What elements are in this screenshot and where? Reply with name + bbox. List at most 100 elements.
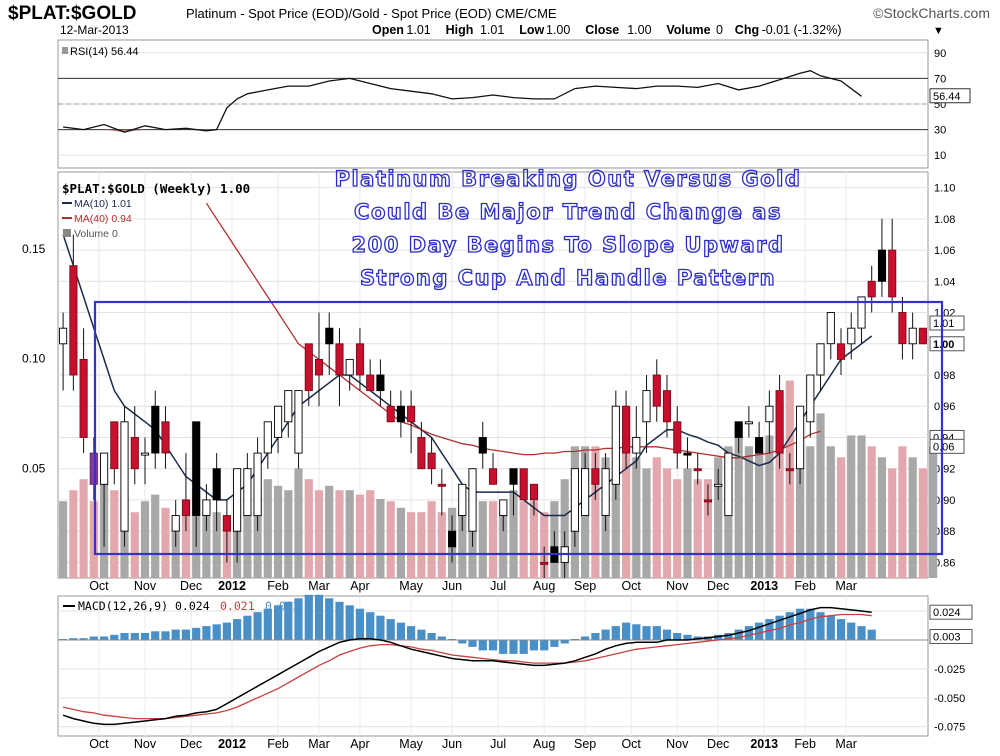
macd-histogram-bar (407, 626, 416, 640)
volume-bar (816, 413, 825, 578)
x-tick-label: Oct (621, 579, 641, 593)
x-tick-label: Mar (835, 737, 857, 751)
volume-bar (376, 499, 385, 578)
candle-body (458, 483, 467, 516)
rsi-tick-label: 30 (934, 125, 946, 137)
candle-body (263, 421, 272, 454)
volume-bar (611, 446, 620, 578)
macd-histogram-bar (816, 612, 825, 640)
volume-bar (417, 512, 426, 578)
macd-histogram-bar (171, 629, 180, 640)
macd-legend-value: 0.021 (220, 599, 255, 613)
x-tick-label: 2012 (218, 579, 246, 593)
rsi-tick-label: 70 (934, 73, 946, 85)
macd-histogram-bar (140, 633, 150, 640)
candle-body (918, 327, 927, 345)
candle-body (417, 437, 426, 470)
ohlc-readout: Open 1.01 High 1.01 Low 1.00 Close 1.00 Volume 0 C… (372, 23, 842, 37)
candle-body (611, 405, 620, 485)
volume-bar (171, 523, 180, 578)
candle-body (867, 280, 876, 298)
macd-histogram-bar (325, 598, 334, 640)
volume-bar (243, 512, 252, 578)
candle-body (744, 421, 753, 425)
candle-body (89, 452, 98, 485)
macd-signal-line (62, 613, 872, 720)
macd-histogram-bar (366, 612, 375, 640)
volume-bar (79, 479, 88, 578)
volume-bar (755, 446, 764, 578)
volume-bar (314, 490, 324, 578)
candle-body (253, 452, 262, 517)
volume-bar (181, 501, 190, 578)
macd-histogram-bar (540, 640, 549, 651)
brand-label: ©StockCharts.com (873, 5, 990, 21)
candle-body (171, 515, 180, 532)
macd-histogram-bar (314, 594, 324, 640)
annotation-line-2: Could Be Major Trend Change as (354, 200, 782, 224)
volume-bar (744, 446, 753, 578)
chevron-down-icon[interactable]: ▼ (933, 25, 944, 37)
ohlc-value: 1.01 (406, 23, 430, 37)
volume-legend: Volume 0 (74, 228, 118, 240)
macd-histogram-bar (69, 638, 78, 640)
candle-body (642, 390, 651, 423)
volume-bar (151, 494, 160, 578)
volume-bar (908, 457, 917, 578)
macd-histogram-bar (263, 608, 272, 640)
x-tick-label: 2013 (750, 737, 778, 751)
candle-body (181, 499, 191, 516)
candle-body (396, 405, 405, 423)
volume-bar (140, 501, 150, 578)
macd-histogram-bar (100, 636, 109, 640)
macd-histogram-bar (601, 629, 610, 640)
price-panel: 0.860.880.900.920.940.960.981.001.021.04… (22, 171, 965, 579)
price-tick-label: 1.08 (934, 214, 955, 226)
candle-body (765, 405, 774, 423)
macd-histogram-bar (89, 636, 98, 640)
macd-histogram-bar (509, 640, 518, 654)
candle-body (857, 296, 866, 329)
macd-legend-value: 0.003 (265, 599, 300, 613)
volume-bar (652, 457, 661, 578)
x-tick-label: Jun (442, 579, 462, 593)
volume-bar (325, 485, 334, 578)
volume-tick-label: 0.10 (22, 352, 46, 366)
candle-body (151, 405, 160, 454)
candle-body (570, 468, 579, 532)
volume-bar (427, 501, 436, 578)
macd-histogram-bar (202, 626, 211, 640)
candle-body (130, 437, 139, 470)
macd-histogram-bar (826, 615, 835, 640)
volume-bar (693, 479, 702, 578)
candle-body (304, 343, 313, 392)
macd-legend-value: 0.024 (175, 599, 210, 613)
macd-histogram-bar (611, 626, 620, 640)
macd-histogram-bar (253, 612, 262, 640)
price-tick-label: 1.10 (934, 183, 955, 195)
x-tick-label: Nov (134, 737, 157, 751)
volume-bar (202, 512, 211, 578)
volume-bar (509, 490, 518, 578)
macd-histogram-bar (355, 608, 364, 640)
volume-bar (294, 468, 303, 578)
macd-histogram-bar (529, 640, 538, 651)
candle-body (407, 405, 416, 423)
rsi-legend-swatch (62, 47, 68, 54)
macd-histogram-bar (192, 627, 201, 640)
candle-body (888, 249, 897, 298)
macd-histogram-bar (243, 615, 252, 640)
volume-bar (888, 468, 897, 578)
candle-body (468, 468, 477, 532)
candle-body (478, 437, 487, 454)
x-tick-label: Nov (134, 579, 157, 593)
volume-bar (826, 446, 835, 578)
candle-body (591, 468, 600, 485)
x-tick-label: Aug (533, 737, 555, 751)
ohlc-value: 1.01 (480, 23, 504, 37)
macd-histogram-bar (110, 634, 119, 640)
volume-bar (396, 507, 405, 578)
macd-histogram-bar (806, 608, 815, 640)
